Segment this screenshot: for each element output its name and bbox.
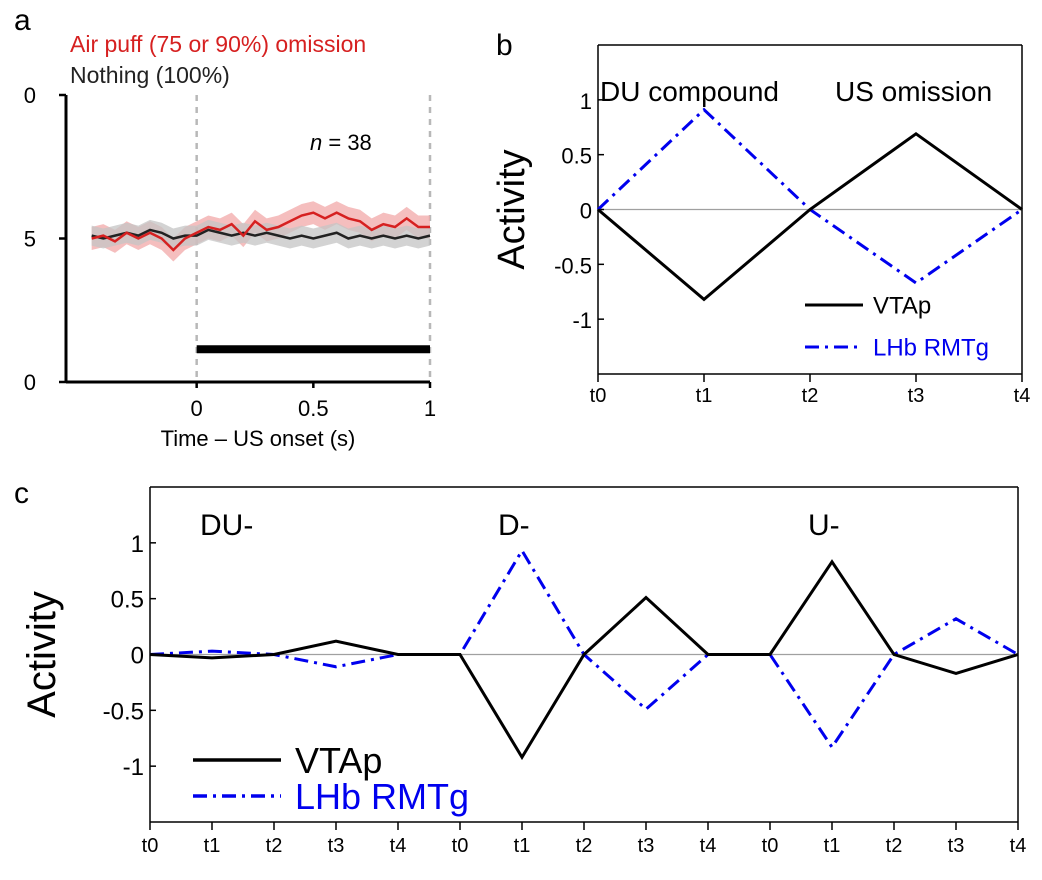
- y-tick-label: 0.5: [111, 587, 144, 614]
- x-tick-label: t4: [390, 835, 407, 857]
- x-tick-label: t0: [142, 835, 159, 857]
- x-tick-label: t1: [824, 835, 841, 857]
- y-tick-label: 0: [24, 83, 36, 108]
- x-tick-label: 1: [424, 396, 436, 421]
- annotation-d: D-: [498, 509, 530, 542]
- y-tick-label: 0: [131, 643, 144, 670]
- y-tick-label: 0: [24, 370, 36, 395]
- series-line-vtap: [149, 559, 1019, 761]
- x-tick-label: t3: [638, 835, 655, 857]
- annotation-du: DU-: [200, 509, 253, 542]
- x-tick-label: t3: [908, 385, 925, 407]
- annotation-u: U-: [808, 509, 840, 542]
- x-tick-label: t0: [452, 835, 469, 857]
- legend-label-vtap: VTAp: [873, 293, 931, 320]
- y-axis-label: Activity: [491, 149, 533, 269]
- x-tick-label: t4: [1014, 385, 1031, 407]
- x-tick-label: t1: [204, 835, 221, 857]
- x-tick-label: t3: [948, 835, 965, 857]
- legend-entry-air-puff: Air puff (75 or 90%) omission: [70, 31, 366, 57]
- panel-c: c 1 0.5 0 -0.5 -1 t0 t1 t2 t3 t4 t0 t1 t2 t3 t4 t0 t1 t2 t…: [14, 477, 1026, 857]
- x-tick-label: t4: [700, 835, 717, 857]
- x-tick-label: t1: [696, 385, 713, 407]
- x-tick-label: t2: [802, 385, 819, 407]
- y-axis-label: Activity: [20, 591, 64, 718]
- y-tick-label: 1: [131, 531, 144, 558]
- series-line-vtap: [597, 131, 1023, 302]
- series-line-nothing-100: [91, 228, 431, 240]
- y-tick-label: 1: [580, 89, 592, 114]
- y-tick-label: 0.5: [561, 144, 592, 169]
- legend-label-lhb-rmtg: LHb RMTg: [873, 335, 989, 362]
- series-line-lhb-rmtg: [596, 107, 1023, 285]
- panel-b-letter: b: [496, 29, 513, 62]
- series-line-lhb-rmtg: [149, 547, 1019, 750]
- annotation-us-omission: US omission: [835, 76, 992, 107]
- panel-b-plot-area: 1 0.5 0 -0.5 -1 t0 t1 t2 t3 t4 Activity DU compound…: [491, 44, 1031, 407]
- legend-label-vtap: VTAp: [295, 740, 382, 781]
- x-tick-label: t3: [328, 835, 345, 857]
- panel-a-letter: a: [14, 4, 31, 37]
- legend-entry-nothing: Nothing (100%): [70, 62, 230, 88]
- panel-a: a Air puff (75 or 90%) omission Nothing …: [14, 4, 436, 451]
- y-tick-label: -0.5: [554, 253, 592, 278]
- series-line-air-puff-75-or-90-omission: [91, 211, 430, 252]
- y-tick-label: -0.5: [103, 698, 144, 725]
- y-tick-label: -1: [123, 754, 144, 781]
- x-tick-label: t4: [1010, 835, 1027, 857]
- panel-c-plot-area: 1 0.5 0 -0.5 -1 t0 t1 t2 t3 t4 t0 t1 t2 t3 t4 t0 t1 t2 t3 t…: [20, 486, 1027, 857]
- x-tick-label: t2: [266, 835, 283, 857]
- x-tick-label: t1: [514, 835, 531, 857]
- y-tick-label: 0: [580, 199, 592, 224]
- panel-c-letter: c: [14, 477, 29, 510]
- x-tick-label: t0: [590, 385, 607, 407]
- panel-b: b 1 0.5 0 -0.5 -1 t0 t1 t2 t3 t4 Activity DU compou…: [491, 29, 1030, 407]
- panel-a-plot-area: 0 5 0 0 0.5 1: [24, 83, 436, 421]
- n-annotation: n = 38: [310, 130, 372, 155]
- panel-a-x-axis-label: Time – US onset (s): [161, 426, 356, 451]
- x-tick-label: t2: [576, 835, 593, 857]
- annotation-du-compound: DU compound: [600, 76, 779, 107]
- x-tick-label: t0: [762, 835, 779, 857]
- x-tick-label: t2: [886, 835, 903, 857]
- x-tick-label: 0: [191, 396, 203, 421]
- x-tick-label: 0.5: [298, 396, 329, 421]
- legend-label-lhb-rmtg: LHb RMTg: [295, 776, 469, 817]
- y-tick-label: -1: [572, 308, 592, 333]
- y-tick-label: 5: [24, 227, 36, 252]
